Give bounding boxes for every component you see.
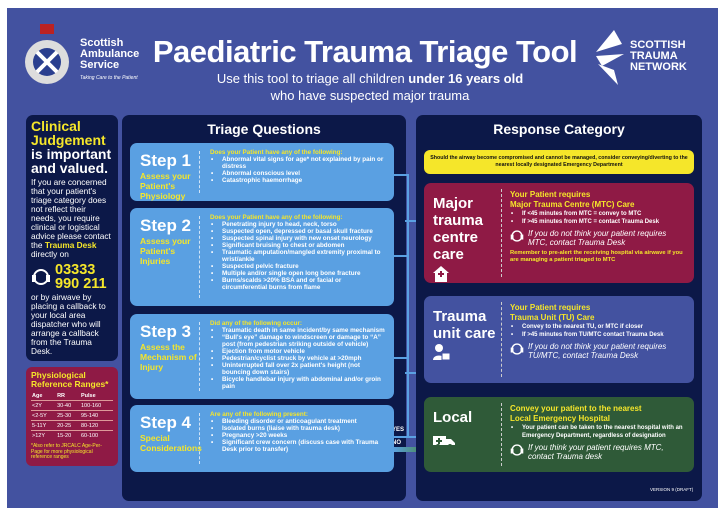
yes-connector: [393, 436, 423, 438]
connector: [405, 220, 417, 222]
connector: [407, 174, 409, 436]
page-title: Paediatric Trauma Triage Tool: [152, 34, 578, 69]
triage-title: Triage Questions: [207, 121, 321, 137]
step-4: Step 4 Special Considerations Are any of …: [130, 405, 394, 472]
step-3: Step 3 Assess the Mechanism of Injury Did…: [130, 314, 394, 399]
connector: [405, 372, 417, 374]
table-row: >12Y 15-20 60-100: [31, 430, 113, 440]
hospital-icon: [433, 266, 449, 282]
ambulance-icon: [433, 436, 455, 448]
airway-warning-banner: Should the airway become compromised and…: [424, 150, 694, 174]
stn-name: SCOTTISH TRAUMA NETWORK: [630, 39, 687, 73]
no-label: NO: [392, 440, 401, 446]
no-connector: [393, 447, 423, 452]
stn-logo: [596, 30, 624, 85]
sas-name: Scottish Ambulance Service Taking Care to t…: [80, 37, 140, 82]
connector: [393, 174, 409, 176]
step-1: Step 1 Assess your Patient's Physiology D…: [130, 143, 394, 201]
headset-icon: [510, 230, 524, 242]
headset-icon: [32, 269, 50, 285]
step-2: Step 2 Assess your Patient's Injuries Doe…: [130, 208, 394, 306]
subtitle: Use this tool to triage all children und…: [216, 71, 524, 103]
version-label: VERSION 9 (DRAFT): [650, 487, 694, 492]
tu-category: Trauma unit care Your Patient requires Tr…: [424, 296, 694, 383]
reference-table: Age RR Pulse <2Y 30-40 100-160 <2-5Y 25-30 95-…: [31, 392, 113, 440]
yes-label: YES: [392, 427, 405, 433]
clinical-judgement-panel: Clinical Judgement is important and valued.…: [26, 115, 118, 361]
local-category: Local Convey your patient to the nearest…: [424, 397, 694, 472]
table-row: 5-11Y 20-25 80-120: [31, 420, 113, 431]
sas-crest-logo: [25, 24, 69, 84]
mtc-category: Major trauma centre care Your Patient re…: [424, 183, 694, 283]
connector: [393, 357, 409, 359]
response-title: Response Category: [493, 121, 625, 137]
headset-icon: [510, 343, 524, 355]
connector: [393, 255, 409, 257]
table-row: <2Y 30-40 100-160: [31, 400, 113, 411]
headset-icon: [510, 444, 524, 456]
left-column: Clinical Judgement is important and valued.…: [26, 115, 118, 466]
medic-icon: [433, 344, 451, 361]
reference-ranges-panel: Physiological Reference Ranges* Age RR Pul…: [26, 367, 118, 466]
trauma-desk-phone[interactable]: 03333: [55, 262, 96, 278]
table-row: <2-5Y 25-30 95-140: [31, 410, 113, 421]
